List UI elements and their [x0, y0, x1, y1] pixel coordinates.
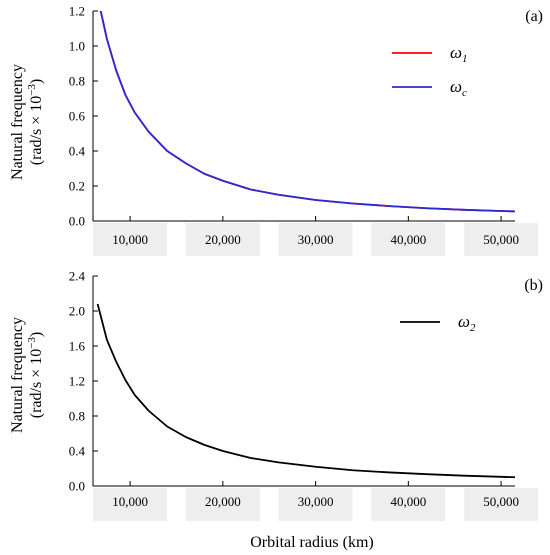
y-tick-label: 0.8: [69, 409, 85, 424]
x-tick-label: 20,000: [205, 232, 241, 247]
y-tick-label: 0.2: [69, 179, 85, 194]
series-b: [96, 303, 515, 479]
y-tick-label: 0.0: [69, 214, 85, 229]
panel-b: 10,000 20,000 30,000 40,000 50,000 0.0 0.4 0.8…: [9, 269, 543, 521]
x-tick-bands: [93, 488, 539, 521]
y-tick-label: 2.0: [69, 304, 85, 319]
legend-label-omega-c: ωc: [450, 77, 467, 99]
x-tick-band: [93, 223, 168, 256]
y-tick-label: 0.4: [69, 444, 86, 459]
x-tick-band: [278, 223, 353, 256]
y-axis-title-line1-a: Natural frequency: [9, 64, 26, 180]
series-a: [99, 11, 515, 213]
series-line-omega-c: [99, 11, 515, 213]
y-tick-label: 1.2: [69, 4, 85, 19]
legend-a: ω1 ωc: [392, 43, 468, 99]
x-tick-labels-a: 10,000 20,000 30,000 40,000 50,000: [112, 232, 519, 247]
y-tick-label: 1.6: [69, 339, 86, 354]
y-axis-title-line2-b: (rad/s × 10−3): [26, 332, 45, 419]
x-tick-band: [278, 488, 353, 521]
x-tick-band: [464, 488, 539, 521]
y-tick-labels-a: 0.0 0.2 0.4 0.6 0.8 1.0 1.2: [69, 4, 86, 229]
x-tick-label: 50,000: [483, 494, 519, 509]
x-tick-label: 40,000: [390, 494, 426, 509]
panel-label-a: (a): [525, 8, 543, 25]
axes-a: [92, 10, 515, 222]
y-axis-title-a: Natural frequency (rad/s × 10−3): [9, 64, 45, 180]
x-tick-band: [371, 488, 446, 521]
legend-label-omega-2: ω2: [458, 312, 476, 334]
x-tick-label: 10,000: [112, 494, 148, 509]
x-axis-title: Orbital radius (km): [250, 534, 374, 551]
y-axis-title-line2-a: (rad/s × 10−3): [26, 79, 45, 166]
axes-b: [92, 275, 515, 487]
x-tick-label: 10,000: [112, 232, 148, 247]
x-tick-label: 40,000: [390, 232, 426, 247]
panel-label-b: (b): [524, 277, 543, 294]
x-tick-label: 50,000: [483, 232, 519, 247]
x-tick-band: [371, 223, 446, 256]
panel-a: 10,000 20,000 30,000 40,000 50,000 0.0 0.2 0.4…: [9, 4, 543, 256]
x-tick-labels-b: 10,000 20,000 30,000 40,000 50,000: [112, 494, 519, 509]
y-axis-title-b: Natural frequency (rad/s × 10−3): [9, 317, 45, 433]
x-tick-band: [185, 223, 260, 256]
legend-label-omega-1: ω1: [450, 43, 468, 65]
x-tick-band: [185, 488, 260, 521]
x-tick-label: 30,000: [298, 232, 334, 247]
y-tick-label: 0.8: [69, 74, 85, 89]
series-line-omega-1: [99, 11, 515, 213]
y-tick-label: 0.4: [69, 144, 86, 159]
y-tick-label: 0.0: [69, 479, 85, 494]
x-tick-bands: [93, 223, 539, 256]
y-tick-labels-b: 0.0 0.4 0.8 1.2 1.6 2.0 2.4: [69, 269, 86, 494]
x-tick-label: 30,000: [298, 494, 334, 509]
x-tick-band: [93, 488, 168, 521]
y-tick-label: 2.4: [69, 269, 86, 284]
series-line-omega-2: [96, 303, 515, 479]
x-tick-label: 20,000: [205, 494, 241, 509]
y-axis-title-line1-b: Natural frequency: [9, 317, 26, 433]
x-tick-band: [464, 223, 539, 256]
y-tick-label: 1.2: [69, 374, 85, 389]
legend-b: ω2: [400, 312, 476, 334]
y-tick-label: 1.0: [69, 39, 85, 54]
y-tick-label: 0.6: [69, 109, 86, 124]
